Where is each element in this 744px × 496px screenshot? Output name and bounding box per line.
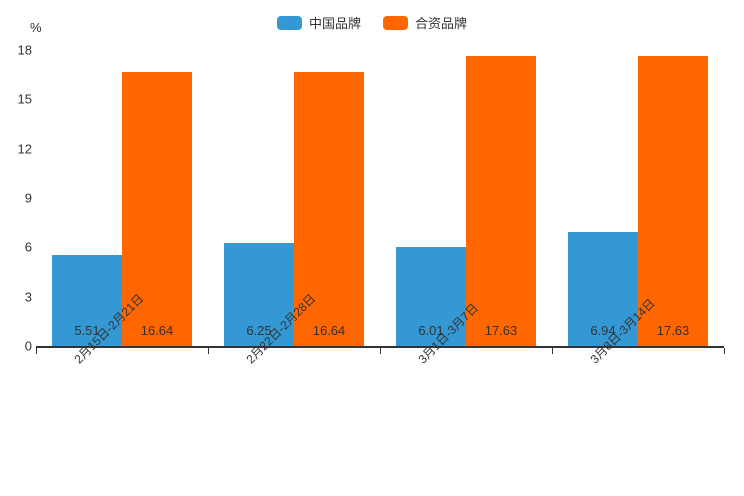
bar-rect xyxy=(224,243,294,346)
bar-rect xyxy=(294,72,364,346)
x-axis-tick xyxy=(380,348,381,354)
bar-value-label: 17.63 xyxy=(656,323,690,338)
bar-value-label: 6.01 xyxy=(418,323,444,338)
y-tick-label-6: 6 xyxy=(24,239,32,255)
legend-item-china-brand[interactable]: 中国品牌 xyxy=(276,15,361,31)
bar-rect xyxy=(568,231,638,346)
y-tick-label-15: 15 xyxy=(17,91,32,107)
y-tick-label-0: 0 xyxy=(24,338,32,354)
legend-label-series-0: 中国品牌 xyxy=(308,15,361,31)
bar-rect xyxy=(638,56,708,346)
bar-china-brand[interactable]: 6.94 xyxy=(568,231,638,346)
bar-group: 6.94 17.63 xyxy=(568,50,708,346)
bar-china-brand[interactable]: 5.51 xyxy=(52,255,122,346)
y-axis-tick-labels: 0 3 6 9 12 15 18 xyxy=(0,0,32,496)
bar-value-label: 16.64 xyxy=(140,323,174,338)
x-axis-tick xyxy=(724,348,725,354)
bar-rect xyxy=(122,72,192,346)
bar-value-label: 16.64 xyxy=(312,323,346,338)
bar-joint-venture-brand[interactable]: 17.63 xyxy=(638,56,708,346)
bar-joint-venture-brand[interactable]: 17.63 xyxy=(466,56,536,346)
y-tick-label-9: 9 xyxy=(24,190,32,206)
chart-legend: 中国品牌 合资品牌 xyxy=(0,12,744,34)
legend-item-joint-venture-brand[interactable]: 合资品牌 xyxy=(383,16,467,30)
bar-group: 5.51 16.64 xyxy=(52,50,192,346)
legend-swatch-icon-series-1 xyxy=(383,16,408,30)
bar-rect xyxy=(396,247,466,346)
y-axis-unit-label: % xyxy=(30,20,42,35)
bar-value-label: 6.94 xyxy=(590,323,616,338)
bar-china-brand[interactable]: 6.25 xyxy=(224,243,294,346)
bar-joint-venture-brand[interactable]: 16.64 xyxy=(294,72,364,346)
bar-china-brand[interactable]: 6.01 xyxy=(396,247,466,346)
plot-area: 5.51 16.64 6.25 16.64 6.01 17.63 6.94 17.63 xyxy=(36,50,724,346)
bar-rect xyxy=(52,255,122,346)
y-tick-label-3: 3 xyxy=(24,289,32,305)
legend-swatch-icon-series-0 xyxy=(276,16,302,30)
bar-value-label: 17.63 xyxy=(484,323,518,338)
y-tick-label-12: 12 xyxy=(17,141,32,157)
bar-group: 6.25 16.64 xyxy=(224,50,364,346)
bar-joint-venture-brand[interactable]: 16.64 xyxy=(122,72,192,346)
bar-rect xyxy=(466,56,536,346)
bar-value-label: 5.51 xyxy=(74,323,100,338)
x-axis-tick xyxy=(208,348,209,354)
legend-label-series-1: 合资品牌 xyxy=(415,15,468,31)
bar-group: 6.01 17.63 xyxy=(396,50,536,346)
x-axis-line xyxy=(36,346,724,348)
x-axis-tick xyxy=(552,348,553,354)
x-axis-tick xyxy=(36,348,37,354)
y-tick-label-18: 18 xyxy=(17,42,32,58)
bar-value-label: 6.25 xyxy=(246,323,272,338)
